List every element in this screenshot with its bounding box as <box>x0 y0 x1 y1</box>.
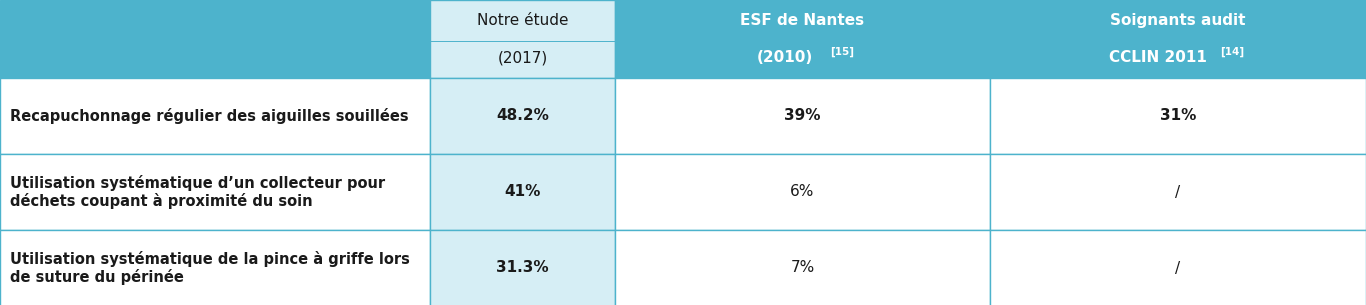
Text: Recapuchonnage régulier des aiguilles souillées: Recapuchonnage régulier des aiguilles so… <box>10 108 408 124</box>
Text: 39%: 39% <box>784 109 821 124</box>
Bar <box>990 230 1366 305</box>
Bar <box>615 0 990 78</box>
Text: 41%: 41% <box>504 185 541 199</box>
Text: /: / <box>1175 260 1180 275</box>
Text: Soignants audit: Soignants audit <box>1111 13 1246 28</box>
Bar <box>430 230 615 305</box>
Bar <box>430 154 615 230</box>
Text: (2017): (2017) <box>497 50 548 65</box>
Text: (2010): (2010) <box>757 50 813 65</box>
Bar <box>990 0 1366 78</box>
Text: 48.2%: 48.2% <box>496 109 549 124</box>
Bar <box>0 0 430 78</box>
Text: CCLIN 2011: CCLIN 2011 <box>1109 50 1208 65</box>
Bar <box>0 154 430 230</box>
Bar <box>615 230 990 305</box>
Text: 7%: 7% <box>791 260 814 275</box>
Text: Utilisation systématique de la pince à griffe lors
de suture du périnée: Utilisation systématique de la pince à g… <box>10 251 410 285</box>
Bar <box>0 230 430 305</box>
Text: Utilisation systématique d’un collecteur pour
déchets coupant à proximité du soi: Utilisation systématique d’un collecteur… <box>10 175 385 209</box>
Bar <box>430 78 615 154</box>
Text: [15]: [15] <box>831 47 855 57</box>
Bar <box>615 78 990 154</box>
Bar <box>615 154 990 230</box>
Text: Notre étude: Notre étude <box>477 13 568 28</box>
Text: ESF de Nantes: ESF de Nantes <box>740 13 865 28</box>
Bar <box>990 154 1366 230</box>
Bar <box>430 0 615 78</box>
Text: [14]: [14] <box>1220 47 1244 57</box>
Bar <box>990 78 1366 154</box>
Text: 6%: 6% <box>791 185 814 199</box>
Text: 31%: 31% <box>1160 109 1197 124</box>
Bar <box>0 78 430 154</box>
Text: /: / <box>1175 185 1180 199</box>
Text: 31.3%: 31.3% <box>496 260 549 275</box>
